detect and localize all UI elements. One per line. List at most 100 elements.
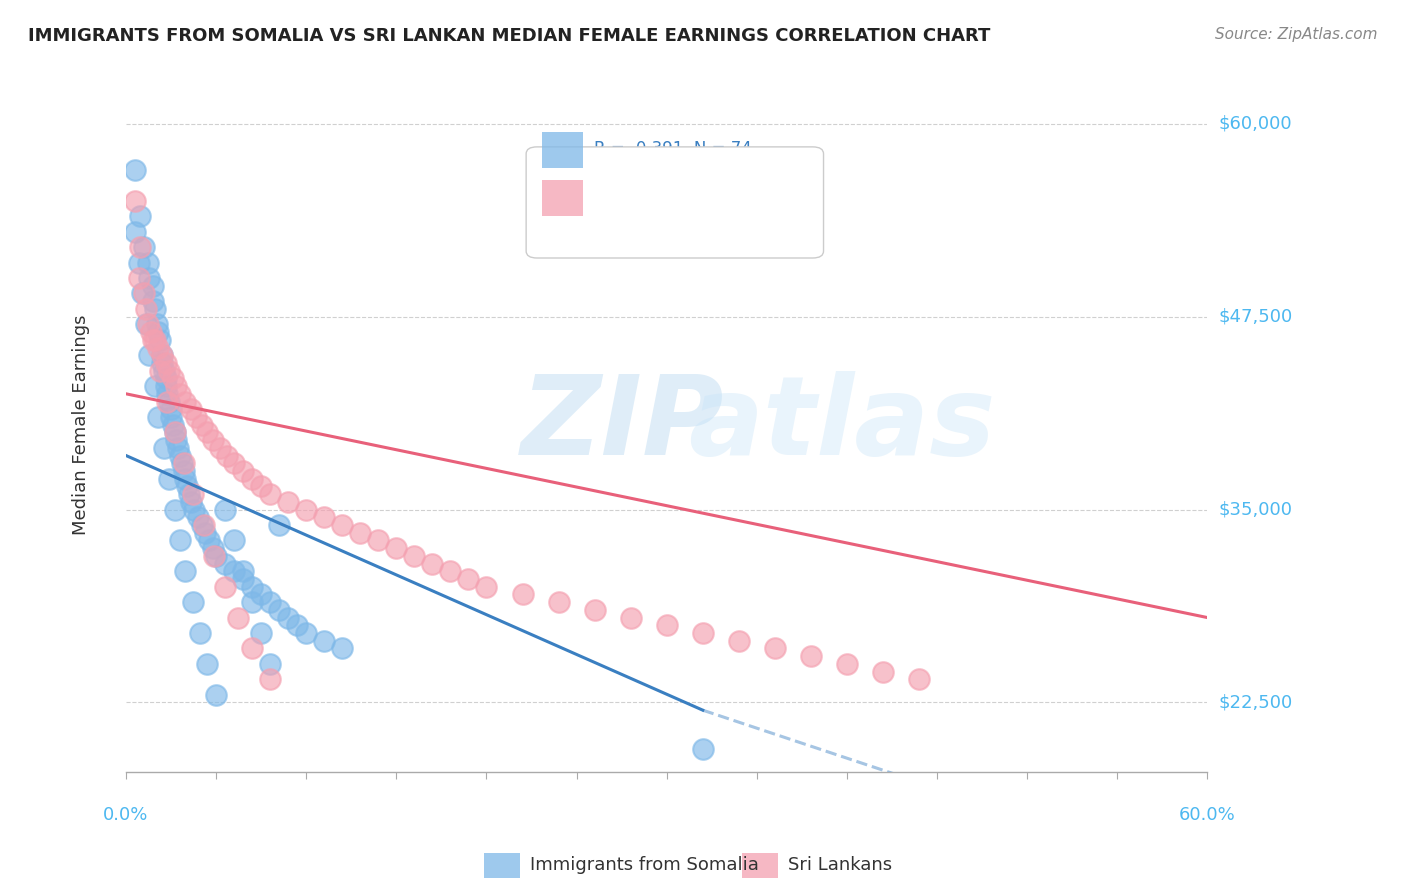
Point [142, 294, 165, 309]
Point [148, 341, 170, 355]
Point [314, 510, 336, 524]
Text: R = -0.391  N = 74: R = -0.391 N = 74 [595, 140, 752, 158]
Point [157, 472, 180, 486]
Point [188, 626, 211, 640]
Point [149, 333, 172, 347]
Point [166, 379, 188, 393]
Point [692, 626, 714, 640]
Point [240, 641, 263, 656]
Point [259, 657, 281, 671]
Point [136, 318, 159, 332]
Point [214, 580, 236, 594]
Point [177, 487, 200, 501]
Text: $47,500: $47,500 [1218, 308, 1292, 326]
Point [157, 364, 180, 378]
Bar [484, 853, 520, 878]
Point [181, 595, 204, 609]
Point [201, 433, 224, 447]
Point [150, 348, 173, 362]
Point [150, 356, 173, 370]
Point [160, 409, 183, 424]
Point [224, 533, 246, 548]
Point [169, 449, 191, 463]
Point [259, 487, 281, 501]
Point [143, 333, 166, 347]
Point [132, 286, 155, 301]
Bar [742, 853, 778, 878]
Point [163, 425, 186, 440]
Point [224, 456, 246, 470]
Point [201, 541, 224, 555]
Point [800, 649, 823, 664]
Text: ZIP: ZIP [520, 371, 724, 478]
Point [330, 641, 353, 656]
Point [908, 673, 931, 687]
Point [141, 325, 163, 339]
Point [835, 657, 858, 671]
Point [269, 603, 291, 617]
Point [240, 595, 263, 609]
Point [149, 364, 172, 378]
Point [727, 633, 749, 648]
Point [163, 502, 186, 516]
Point [208, 441, 231, 455]
Point [132, 240, 155, 254]
Point [129, 240, 152, 254]
Point [215, 449, 238, 463]
Point [180, 402, 202, 417]
Point [162, 371, 184, 385]
Point [174, 394, 197, 409]
Point [202, 549, 225, 563]
Point [155, 371, 177, 385]
Point [124, 225, 146, 239]
Point [232, 572, 254, 586]
Point [174, 472, 197, 486]
Point [129, 210, 152, 224]
Point [187, 510, 209, 524]
Point [259, 595, 281, 609]
FancyBboxPatch shape [526, 147, 824, 258]
Point [190, 518, 212, 533]
Point [259, 673, 281, 687]
Text: R = -0.414  N = 65: R = -0.414 N = 65 [595, 188, 752, 207]
Point [156, 394, 179, 409]
Point [145, 318, 167, 332]
Point [148, 409, 170, 424]
Text: atlas: atlas [689, 371, 995, 478]
Point [226, 610, 249, 624]
Point [170, 456, 193, 470]
Text: Median Female Earnings: Median Female Earnings [72, 314, 90, 535]
Point [763, 641, 786, 656]
Point [195, 657, 218, 671]
Point [156, 386, 179, 401]
Point [240, 472, 263, 486]
Point [250, 587, 273, 601]
Point [457, 572, 479, 586]
Point [349, 525, 371, 540]
Point [150, 348, 173, 362]
Point [194, 525, 217, 540]
Point [583, 603, 606, 617]
Point [232, 464, 254, 478]
Text: IMMIGRANTS FROM SOMALIA VS SRI LANKAN MEDIAN FEMALE EARNINGS CORRELATION CHART: IMMIGRANTS FROM SOMALIA VS SRI LANKAN ME… [28, 27, 990, 45]
Text: $35,000: $35,000 [1218, 500, 1292, 518]
Point [277, 495, 299, 509]
Point [475, 580, 498, 594]
Point [205, 688, 228, 702]
Point [155, 379, 177, 393]
Point [181, 487, 204, 501]
Point [190, 417, 212, 432]
Bar [543, 180, 583, 217]
Point [143, 379, 166, 393]
Point [422, 557, 444, 571]
Point [404, 549, 426, 563]
Point [295, 626, 318, 640]
Point [157, 394, 180, 409]
Point [135, 318, 157, 332]
Point [224, 564, 246, 578]
Text: 0.0%: 0.0% [103, 805, 149, 824]
Point [330, 518, 353, 533]
Point [277, 610, 299, 624]
Point [174, 564, 197, 578]
Point [160, 402, 183, 417]
